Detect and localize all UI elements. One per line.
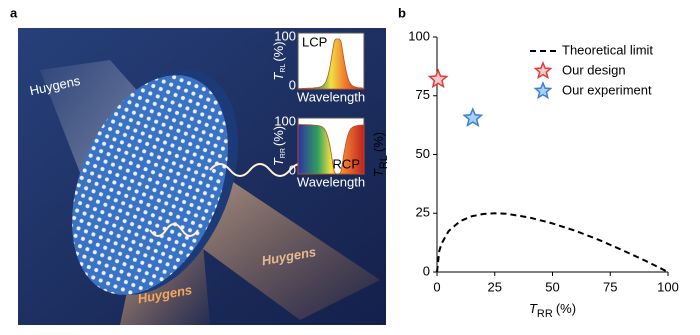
y-tick-label: 50	[416, 146, 430, 161]
panel-label: b	[398, 5, 406, 20]
inset-y-title: TRR (%)	[271, 126, 286, 166]
y-tick-label: 100	[408, 28, 430, 43]
unit: (%)	[371, 132, 386, 152]
legend-swatch	[533, 81, 553, 100]
line-series	[436, 212, 669, 273]
inset-tick-label: 100	[274, 28, 296, 43]
helix	[149, 223, 199, 237]
insets: LCP1000WavelengthTRL(%)RCP1000Wavelength…	[271, 28, 365, 189]
axis-title: TRR (%)	[529, 301, 576, 319]
axis-title: TRL (%)	[371, 132, 389, 177]
legend-swatch	[533, 61, 553, 80]
inset-spectrum	[297, 123, 365, 175]
inset-y-title: TRL (%)	[271, 41, 286, 80]
helix	[209, 163, 311, 177]
inset-x-title: Wavelength	[297, 89, 365, 104]
unit: (%)	[556, 301, 576, 316]
y-tick-label: 25	[416, 205, 430, 220]
legend-label: Theoretical limit	[562, 42, 653, 57]
legend-label: Our design	[562, 62, 626, 77]
unit: (%)	[271, 41, 286, 61]
legend-label: Our experiment	[562, 82, 652, 97]
inset-tick-label: 100	[274, 113, 296, 128]
subscript: RL	[378, 155, 390, 169]
unit: (%)	[271, 126, 286, 146]
symbol: T	[371, 168, 386, 177]
subscript: RL	[280, 64, 287, 73]
star-marker	[427, 68, 449, 89]
symbol: T	[271, 72, 286, 81]
subscript: RR	[280, 148, 287, 158]
inset-spectrum	[297, 38, 365, 90]
x-tick-label: 75	[603, 279, 617, 294]
metasurface-disk	[72, 75, 228, 295]
inset-mode: RCP	[333, 156, 360, 171]
subscript: RR	[537, 308, 553, 320]
x-tick-label: 50	[545, 279, 559, 294]
symbol: T	[271, 157, 286, 166]
inset-tick-label: 0	[289, 77, 296, 92]
y-tick-label: 0	[423, 263, 430, 278]
inset-tick-label: 0	[289, 162, 296, 177]
panel-label: a	[10, 5, 18, 20]
inset-x-title: Wavelength	[297, 174, 365, 189]
inset-mode: LCP	[302, 34, 327, 49]
x-tick-label: 100	[657, 279, 679, 294]
y-tick-label: 75	[416, 87, 430, 102]
symbol: T	[529, 301, 538, 316]
star-marker	[462, 107, 484, 128]
x-tick-label: 25	[488, 279, 502, 294]
x-tick-label: 0	[433, 279, 440, 294]
